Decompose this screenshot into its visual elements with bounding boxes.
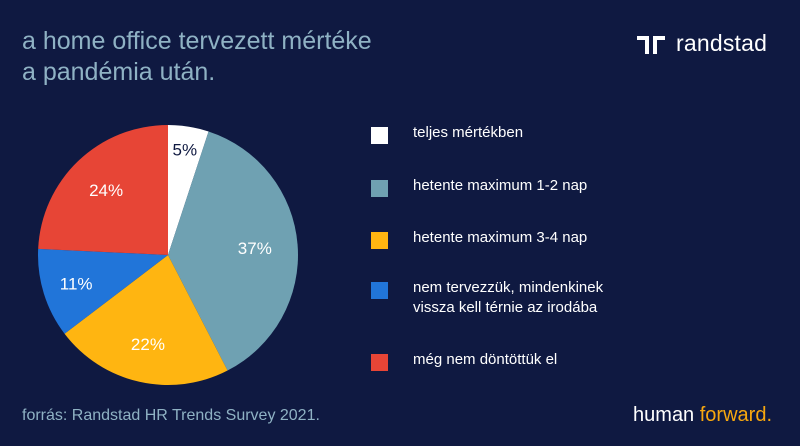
chart-title: a home office tervezett mértéke a pandém… <box>22 26 372 88</box>
tagline: human forward. <box>633 404 772 427</box>
legend-swatch <box>371 354 388 371</box>
legend-label: teljes mértékben <box>413 124 524 141</box>
pie-label-2: 37% <box>238 239 272 258</box>
tagline-human: human <box>633 404 700 426</box>
legend-swatch <box>371 127 388 144</box>
tagline-forward: forward. <box>699 404 772 426</box>
legend-item-2: hetente maximum 1-2 nap <box>371 176 771 197</box>
pie-slice-1 <box>168 125 209 255</box>
legend-item-1: teljes mértékben <box>371 123 771 144</box>
pie-slice-3 <box>64 255 228 386</box>
chart-title-line-1: a home office tervezett mértéke <box>22 27 372 55</box>
source-note: forrás: Randstad HR Trends Survey 2021. <box>22 407 320 424</box>
pie-label-4: 11% <box>60 275 93 294</box>
legend-item-3: hetente maximum 3-4 nap <box>371 228 771 249</box>
legend-swatch <box>371 180 388 197</box>
legend-item-4: nem tervezzük, mindenkinek vissza kell t… <box>371 278 771 318</box>
pie-label-5: 24% <box>89 181 123 200</box>
legend-label: hetente maximum 1-2 nap <box>413 177 588 194</box>
legend-label: még nem döntöttük el <box>413 351 558 368</box>
randstad-logo-icon <box>637 35 665 54</box>
legend-item-5: még nem döntöttük el <box>371 350 771 371</box>
pie-label-1: 5% <box>173 141 198 160</box>
legend-label: hetente maximum 3-4 nap <box>413 229 588 246</box>
pie-slice-4 <box>37 248 168 334</box>
pie-label-3: 22% <box>131 335 165 354</box>
randstad-logo: randstad <box>636 30 767 57</box>
legend-label: nem tervezzük, mindenkinek vissza kell t… <box>413 279 604 316</box>
pie-slice-2 <box>168 131 299 371</box>
legend-swatch <box>371 282 388 299</box>
logo-text: randstad <box>676 30 768 56</box>
legend-swatch <box>371 232 388 249</box>
pie-slice-5 <box>38 125 168 255</box>
chart-title-line-2: a pandémia után. <box>22 58 216 86</box>
